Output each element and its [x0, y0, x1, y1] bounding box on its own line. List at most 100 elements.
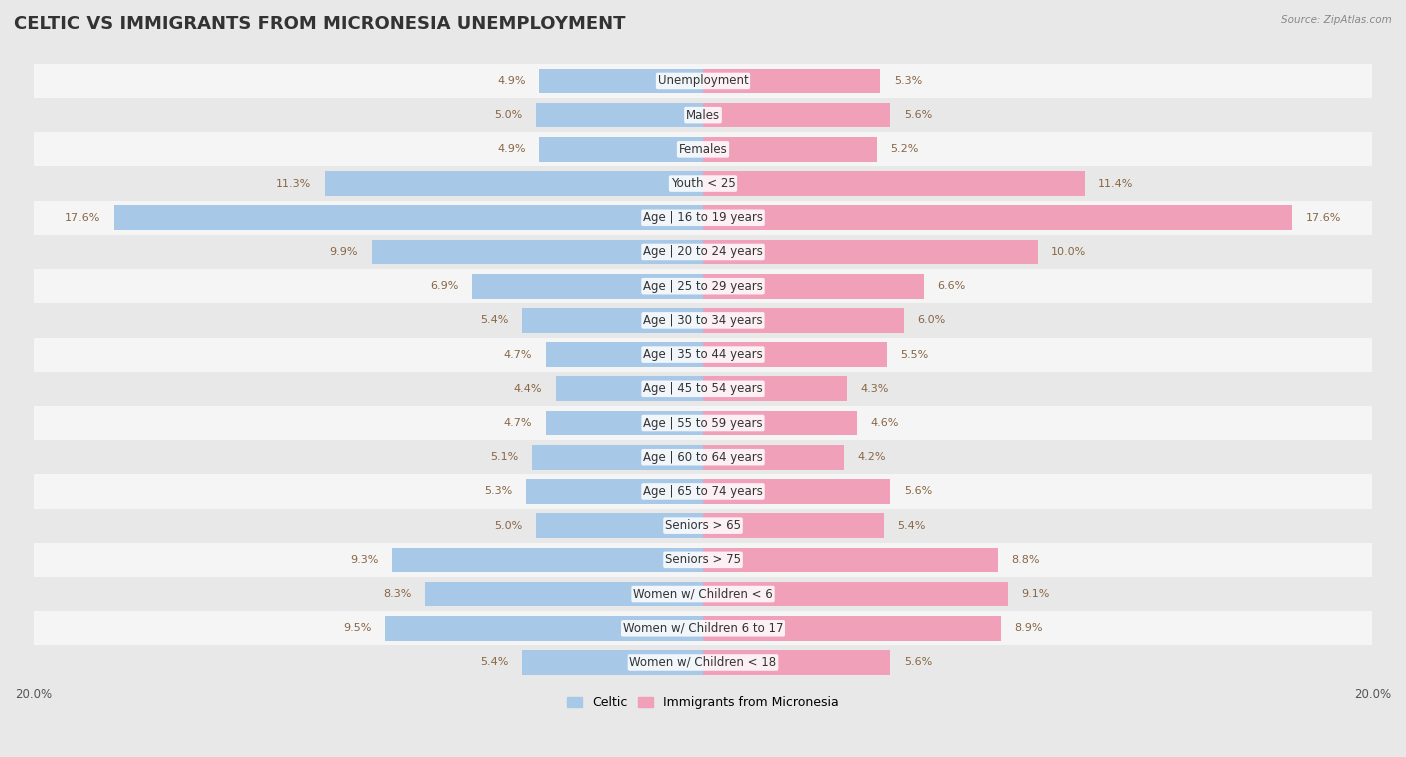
Bar [703, 650, 890, 674]
Text: 8.9%: 8.9% [1014, 623, 1043, 634]
Text: 9.9%: 9.9% [330, 247, 359, 257]
Bar [34, 440, 1372, 475]
Text: Source: ZipAtlas.com: Source: ZipAtlas.com [1281, 15, 1392, 25]
Bar [536, 513, 703, 538]
Text: Age | 60 to 64 years: Age | 60 to 64 years [643, 450, 763, 464]
Text: 4.4%: 4.4% [513, 384, 543, 394]
Text: 4.7%: 4.7% [503, 418, 533, 428]
Text: 5.3%: 5.3% [894, 76, 922, 86]
Bar [703, 445, 844, 469]
Bar [385, 616, 703, 640]
Bar [114, 205, 703, 230]
Bar [34, 475, 1372, 509]
Text: 17.6%: 17.6% [65, 213, 100, 223]
Bar [34, 269, 1372, 304]
Text: 4.7%: 4.7% [503, 350, 533, 360]
Text: 5.5%: 5.5% [900, 350, 929, 360]
Text: 5.6%: 5.6% [904, 111, 932, 120]
Text: 11.4%: 11.4% [1098, 179, 1133, 188]
Text: 9.3%: 9.3% [350, 555, 378, 565]
Text: 5.6%: 5.6% [904, 487, 932, 497]
Text: 5.0%: 5.0% [494, 111, 522, 120]
Legend: Celtic, Immigrants from Micronesia: Celtic, Immigrants from Micronesia [562, 691, 844, 714]
Bar [703, 103, 890, 127]
Bar [34, 611, 1372, 646]
Text: Seniors > 65: Seniors > 65 [665, 519, 741, 532]
Text: CELTIC VS IMMIGRANTS FROM MICRONESIA UNEMPLOYMENT: CELTIC VS IMMIGRANTS FROM MICRONESIA UNE… [14, 15, 626, 33]
Bar [425, 581, 703, 606]
Bar [34, 372, 1372, 406]
Bar [538, 137, 703, 162]
Bar [34, 509, 1372, 543]
Bar [392, 547, 703, 572]
Bar [703, 205, 1292, 230]
Text: 5.0%: 5.0% [494, 521, 522, 531]
Text: 11.3%: 11.3% [276, 179, 311, 188]
Bar [538, 69, 703, 93]
Text: 5.4%: 5.4% [481, 658, 509, 668]
Bar [546, 342, 703, 367]
Bar [703, 411, 858, 435]
Text: Age | 45 to 54 years: Age | 45 to 54 years [643, 382, 763, 395]
Bar [371, 240, 703, 264]
Bar [703, 171, 1084, 196]
Bar [703, 513, 884, 538]
Bar [34, 577, 1372, 611]
Text: 5.3%: 5.3% [484, 487, 512, 497]
Text: Females: Females [679, 143, 727, 156]
Text: 6.9%: 6.9% [430, 281, 458, 291]
Bar [703, 137, 877, 162]
Text: 9.5%: 9.5% [343, 623, 371, 634]
Bar [34, 64, 1372, 98]
Text: Women w/ Children < 18: Women w/ Children < 18 [630, 656, 776, 669]
Bar [703, 547, 997, 572]
Bar [34, 406, 1372, 440]
Bar [536, 103, 703, 127]
Bar [546, 411, 703, 435]
Text: Women w/ Children < 6: Women w/ Children < 6 [633, 587, 773, 600]
Bar [703, 308, 904, 333]
Bar [703, 616, 1001, 640]
Bar [34, 201, 1372, 235]
Bar [522, 650, 703, 674]
Text: Age | 65 to 74 years: Age | 65 to 74 years [643, 485, 763, 498]
Bar [703, 376, 846, 401]
Bar [555, 376, 703, 401]
Text: 8.8%: 8.8% [1011, 555, 1039, 565]
Text: 5.4%: 5.4% [897, 521, 925, 531]
Text: 5.4%: 5.4% [481, 316, 509, 326]
Bar [472, 274, 703, 298]
Text: Males: Males [686, 109, 720, 122]
Text: 5.2%: 5.2% [890, 145, 918, 154]
Text: Age | 55 to 59 years: Age | 55 to 59 years [643, 416, 763, 429]
Text: 5.1%: 5.1% [491, 452, 519, 463]
Bar [34, 543, 1372, 577]
Bar [34, 235, 1372, 269]
Text: Seniors > 75: Seniors > 75 [665, 553, 741, 566]
Text: 17.6%: 17.6% [1306, 213, 1341, 223]
Text: Women w/ Children 6 to 17: Women w/ Children 6 to 17 [623, 621, 783, 635]
Text: 10.0%: 10.0% [1052, 247, 1087, 257]
Bar [703, 240, 1038, 264]
Text: 6.6%: 6.6% [938, 281, 966, 291]
Bar [526, 479, 703, 503]
Bar [703, 342, 887, 367]
Bar [533, 445, 703, 469]
Text: Age | 20 to 24 years: Age | 20 to 24 years [643, 245, 763, 258]
Text: 5.6%: 5.6% [904, 658, 932, 668]
Text: 4.9%: 4.9% [498, 145, 526, 154]
Bar [703, 479, 890, 503]
Text: 9.1%: 9.1% [1021, 589, 1049, 599]
Text: 4.3%: 4.3% [860, 384, 889, 394]
Bar [703, 274, 924, 298]
Bar [34, 132, 1372, 167]
Text: Youth < 25: Youth < 25 [671, 177, 735, 190]
Text: Unemployment: Unemployment [658, 74, 748, 88]
Bar [34, 304, 1372, 338]
Bar [34, 646, 1372, 680]
Text: Age | 16 to 19 years: Age | 16 to 19 years [643, 211, 763, 224]
Bar [34, 338, 1372, 372]
Bar [703, 69, 880, 93]
Text: 4.9%: 4.9% [498, 76, 526, 86]
Text: 4.2%: 4.2% [858, 452, 886, 463]
